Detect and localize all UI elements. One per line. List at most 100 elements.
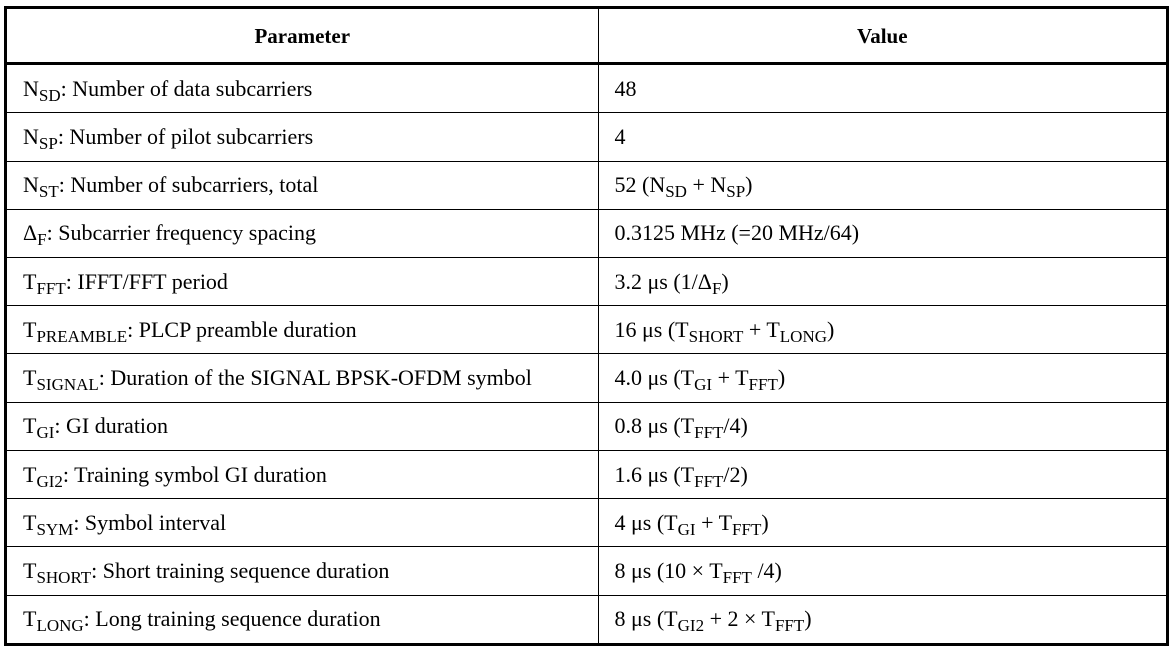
text-run: 4 μs (T [614, 509, 678, 535]
parameter-cell: NSD: Number of data subcarriers [7, 62, 599, 114]
text-run: + 2 × T [704, 606, 775, 632]
text-run: /4) [723, 413, 748, 439]
text-run: T [23, 413, 37, 439]
text-run: /2) [723, 461, 748, 487]
table-row: TGI2: Training symbol GI duration 1.6 μs … [7, 449, 1166, 500]
value-cell: 0.3125 MHz (=20 MHz/64) [597, 208, 1166, 259]
text-run: : GI duration [54, 413, 169, 439]
parameter-cell: TLONG: Long training sequence duration [7, 594, 599, 643]
text-run: 16 μs (T [614, 316, 689, 342]
text-run: : Short training sequence duration [91, 558, 390, 584]
parameter-column-header: Parameter [7, 9, 599, 65]
text-run: 0.8 μs (T [614, 413, 695, 439]
subscript: FFT [722, 568, 752, 588]
text-run: : Number of pilot subcarriers [57, 123, 314, 149]
text-run: : IFFT/FFT period [65, 268, 228, 294]
text-run: Δ [23, 220, 38, 246]
text-run: 52 (N [614, 172, 666, 198]
subscript: F [711, 278, 722, 298]
parameter-cell: TGI: GI duration [7, 401, 599, 451]
value-cell: 4.0 μs (TGI + TFFT) [597, 353, 1166, 403]
text-run: + N [686, 172, 727, 198]
value-cell: 0.8 μs (TFFT/4) [597, 401, 1166, 451]
subscript: FFT [748, 375, 778, 395]
parameter-table: Parameter Value NSD: Number of data subc… [4, 6, 1169, 646]
parameter-cell: ΔF: Subcarrier frequency spacing [7, 208, 599, 259]
parameter-cell: TSHORT: Short training sequence duration [7, 546, 599, 596]
subscript: FFT [694, 471, 724, 491]
text-run: ) [761, 509, 769, 535]
subscript: LONG [779, 326, 828, 346]
text-run: ) [745, 172, 753, 198]
text-run: T [23, 606, 37, 632]
subscript: FFT [774, 616, 805, 636]
table-row: TSIGNAL: Duration of the SIGNAL BPSK-OFD… [7, 353, 1166, 403]
value-cell: 8 μs (TGI2 + 2 × TFFT) [597, 594, 1166, 643]
text-run: T [23, 461, 37, 487]
text-run: 1.6 μs (T [614, 461, 695, 487]
text-run: 8 μs (T [614, 606, 678, 632]
text-run: /4) [751, 558, 782, 584]
text-run: + T [743, 316, 780, 342]
subscript: GI [677, 519, 696, 539]
parameter-cell: NST: Number of subcarriers, total [7, 160, 599, 210]
table-row: TFFT: IFFT/FFT period 3.2 μs (1/ΔF) [7, 257, 1166, 307]
subscript: GI [36, 423, 55, 443]
text-run: 4.0 μs (T [614, 365, 695, 391]
subscript: FFT [694, 423, 724, 443]
subscript: SHORT [688, 326, 744, 346]
value-cell: 4 μs (TGI + TFFT) [597, 498, 1166, 548]
value-cell: 52 (NSD + NSP) [597, 160, 1166, 210]
value-cell: 3.2 μs (1/ΔF) [597, 257, 1166, 307]
subscript: FFT [732, 519, 762, 539]
text-run: ) [804, 606, 812, 632]
subscript: GI2 [677, 616, 705, 636]
text-run: : PLCP preamble duration [127, 316, 357, 342]
subscript: SYM [36, 519, 74, 539]
text-run: T [23, 509, 37, 535]
text-run: T [23, 558, 37, 584]
subscript: F [37, 230, 47, 250]
text-run: N [23, 172, 39, 198]
table-row: ΔF: Subcarrier frequency spacing 0.3125 M… [7, 208, 1166, 259]
text-run: + T [712, 365, 749, 391]
table-row: NSP: Number of pilot subcarriers 4 [7, 112, 1166, 162]
value-cell: 4 [597, 112, 1166, 162]
value-cell: 16 μs (TSHORT + TLONG) [597, 305, 1166, 355]
table-row: TSHORT: Short training sequence duration… [7, 546, 1166, 596]
parameter-cell: TGI2: Training symbol GI duration [7, 449, 599, 500]
text-run: N [23, 123, 39, 149]
value-cell: 8 μs (10 × TFFT /4) [597, 546, 1166, 596]
text-run: ) [721, 268, 729, 294]
text-run: 4 [614, 123, 626, 149]
value-cell: 1.6 μs (TFFT/2) [597, 449, 1166, 500]
text-run: ) [777, 365, 786, 391]
subscript: FFT [36, 278, 66, 298]
parameter-table-grid: Parameter Value NSD: Number of data subc… [7, 9, 1166, 643]
text-run: + T [695, 509, 733, 535]
text-run: : Number of subcarriers, total [58, 172, 319, 198]
text-run: 8 μs (10 × T [614, 558, 723, 584]
table-body: NSD: Number of data subcarriers 48 N SP : N… [7, 62, 1166, 643]
text-run: T [23, 268, 37, 294]
text-run: : Long training sequence duration [83, 606, 381, 632]
value-cell: 48 [597, 62, 1166, 114]
value-column-header: Value [597, 9, 1166, 65]
text-run: 48 [614, 75, 637, 101]
text-run: T [23, 365, 37, 391]
table-row: NSD: Number of data subcarriers 48 [7, 62, 1166, 114]
text-run: T [23, 316, 37, 342]
subscript: SP [726, 182, 746, 202]
text-run: : Training symbol GI duration [62, 461, 327, 487]
subscript: SD [38, 85, 61, 105]
header-row: Parameter Value [7, 9, 1166, 65]
table-row: TGI: GI duration 0.8 μs (TFFT/4) [7, 401, 1166, 451]
subscript: SIGNAL [36, 375, 99, 395]
parameter-cell: TFFT: IFFT/FFT period [7, 257, 599, 307]
text-run: 3.2 μs (1/Δ [614, 268, 712, 294]
text-run: : Subcarrier frequency spacing [46, 220, 317, 246]
text-run: ) [827, 316, 835, 342]
parameter-cell: TSYM: Symbol interval [7, 498, 599, 548]
subscript: GI2 [36, 471, 63, 491]
text-run: : Duration of the SIGNAL BPSK-OFDM symbo… [98, 365, 532, 391]
